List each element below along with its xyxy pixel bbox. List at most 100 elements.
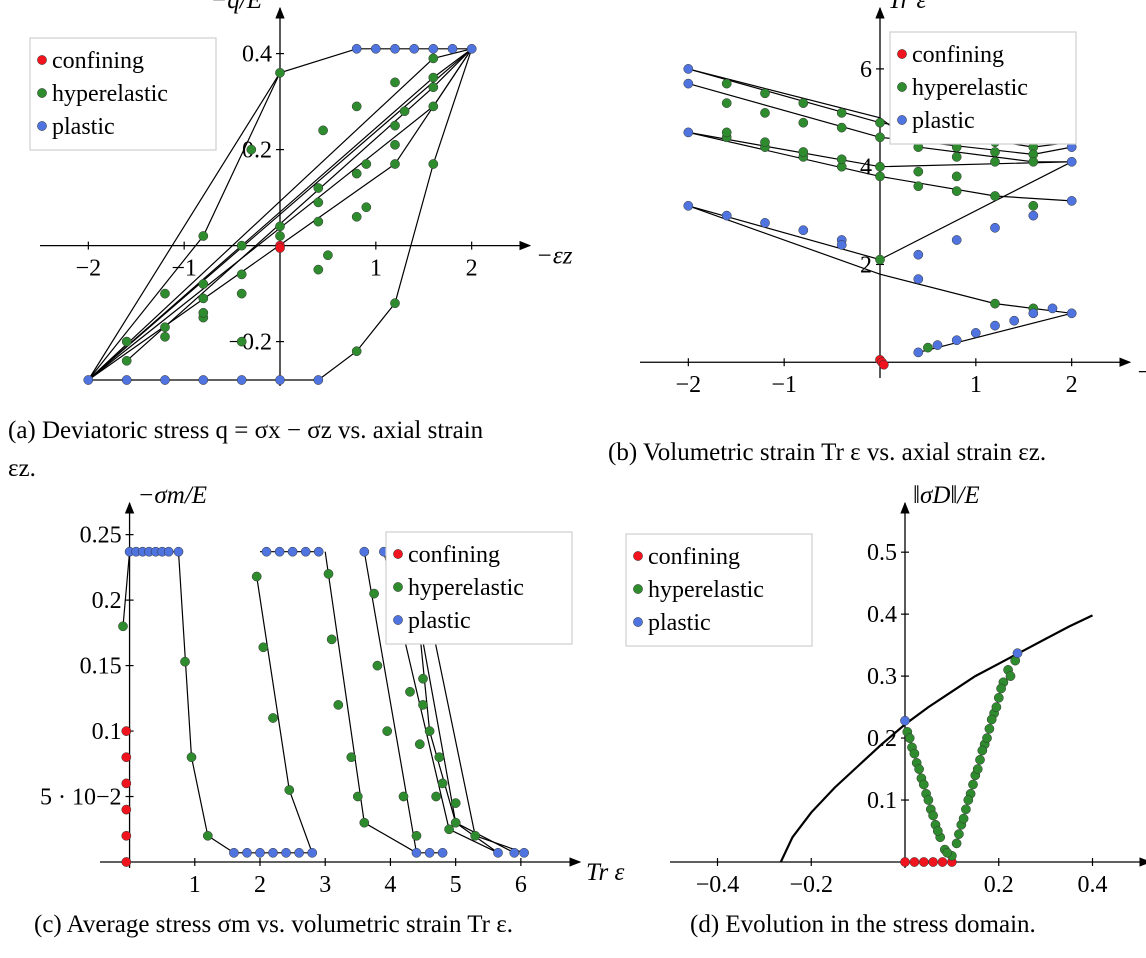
legend-label-confining: confining: [408, 542, 500, 568]
point-hyperelastic: [450, 798, 461, 808]
point-hyperelastic: [180, 656, 190, 667]
x-axis-label: Tr ε: [586, 859, 625, 886]
point-plastic: [198, 375, 209, 385]
point-hyperelastic: [246, 144, 257, 155]
point-hyperelastic: [470, 830, 481, 841]
legend-marker-plastic: [37, 121, 47, 131]
point-hyperelastic: [954, 829, 964, 839]
point-hyperelastic: [450, 817, 461, 828]
path-line-c-9: [122, 551, 131, 627]
point-plastic: [970, 328, 981, 338]
point-hyperelastic: [414, 739, 425, 750]
point-hyperelastic: [236, 288, 247, 299]
point-plastic: [409, 43, 420, 54]
point-hyperelastic: [875, 254, 885, 265]
point-plastic: [411, 847, 422, 858]
point-hyperelastic: [760, 137, 770, 148]
point-hyperelastic: [198, 307, 209, 318]
point-plastic: [836, 240, 847, 250]
point-plastic: [275, 375, 285, 385]
point-hyperelastic: [437, 778, 448, 789]
point-hyperelastic: [431, 791, 441, 802]
point-plastic: [274, 546, 285, 557]
point-hyperelastic: [836, 154, 847, 165]
x-axis-label: −εz: [1136, 359, 1146, 386]
y-tick-label: −0.2: [228, 330, 272, 356]
point-hyperelastic: [875, 117, 885, 128]
point-hyperelastic: [313, 216, 324, 227]
point-hyperelastic: [418, 673, 428, 684]
legend-box: [29, 37, 217, 151]
y-tick-label: 0.3: [867, 664, 897, 690]
point-hyperelastic: [390, 159, 400, 169]
y-tick-label: 0.1: [92, 719, 122, 745]
path-line-a-8: [317, 48, 473, 381]
point-plastic: [163, 546, 174, 557]
x-tick-label: −1: [171, 256, 197, 282]
plot-b-volumetric-strain: −2 −1 1 2 2 4 6 −εz Tr ε confining hyperelastic pla…: [640, 0, 1146, 398]
point-plastic: [1066, 308, 1077, 319]
point-plastic: [359, 546, 370, 557]
plot-c-average-stress: 1 2 3 4 5 6 5 · 10−2 0.1 0.15 0.2 0.25 Tr ε −σm/E con…: [40, 482, 624, 898]
y-tick-label: 0.1: [867, 788, 897, 814]
point-plastic: [424, 847, 435, 858]
point-hyperelastic: [958, 813, 969, 824]
point-hyperelastic: [918, 779, 929, 790]
point-hyperelastic: [836, 122, 847, 133]
plot-d-stress-domain: −0.4−0.20.20.40.10.20.30.40.5−σm/E‖σD‖/E…: [625, 482, 1146, 898]
point-plastic: [313, 546, 324, 557]
point-hyperelastic: [951, 186, 962, 196]
point-hyperelastic: [428, 159, 439, 169]
point-hyperelastic: [993, 692, 1004, 703]
point-plastic: [287, 546, 298, 557]
y-axis-label: Tr ε: [888, 0, 927, 14]
point-hyperelastic: [836, 108, 847, 118]
point-hyperelastic: [268, 713, 278, 723]
y-tick-label: 0.4: [867, 602, 897, 628]
point-plastic: [294, 847, 304, 858]
point-plastic: [351, 43, 362, 54]
legend-label-confining: confining: [52, 48, 144, 74]
point-plastic: [255, 847, 265, 858]
point-hyperelastic: [198, 231, 209, 241]
point-hyperelastic: [434, 752, 445, 763]
point-confining: [121, 830, 132, 841]
y-tick-label: 0.2: [242, 138, 272, 164]
point-confining: [900, 857, 910, 867]
path-line-c-2: [256, 576, 313, 854]
caption-d: (d) Evolution in the stress domain.: [690, 911, 1036, 938]
point-hyperelastic: [323, 250, 333, 261]
point-hyperelastic: [160, 288, 170, 299]
point-hyperelastic: [951, 171, 962, 182]
point-plastic: [390, 43, 400, 54]
point-hyperelastic: [160, 331, 170, 342]
point-confining: [918, 857, 929, 867]
point-hyperelastic: [326, 634, 337, 645]
point-confining: [878, 359, 889, 370]
point-hyperelastic: [1028, 156, 1039, 167]
point-hyperelastic: [984, 723, 995, 734]
x-tick-label: 5: [450, 872, 462, 898]
legend-label-hyperelastic: hyperelastic: [912, 75, 1028, 101]
point-plastic: [236, 375, 247, 385]
point-plastic: [307, 847, 318, 858]
point-hyperelastic: [951, 152, 962, 162]
x-axis-label: −εz: [536, 243, 573, 270]
legend-label-hyperelastic: hyperelastic: [52, 81, 168, 107]
point-hyperelastic: [798, 98, 809, 108]
point-hyperelastic: [986, 714, 997, 725]
caption-a-line1: (a) Deviatoric stress q = σx − σz vs. ax…: [8, 417, 484, 444]
point-plastic: [913, 249, 924, 260]
legend-marker-confining: [393, 549, 403, 559]
point-hyperelastic: [913, 166, 924, 177]
point-hyperelastic: [961, 804, 971, 815]
point-hyperelastic: [313, 264, 324, 275]
point-hyperelastic: [923, 342, 933, 353]
legend-box: [385, 531, 573, 645]
point-hyperelastic: [972, 764, 983, 774]
legend-label-hyperelastic: hyperelastic: [648, 577, 764, 603]
point-plastic: [229, 847, 239, 858]
point-plastic: [121, 375, 132, 385]
point-plastic: [437, 847, 448, 858]
x-tick-label: 2: [254, 872, 266, 898]
